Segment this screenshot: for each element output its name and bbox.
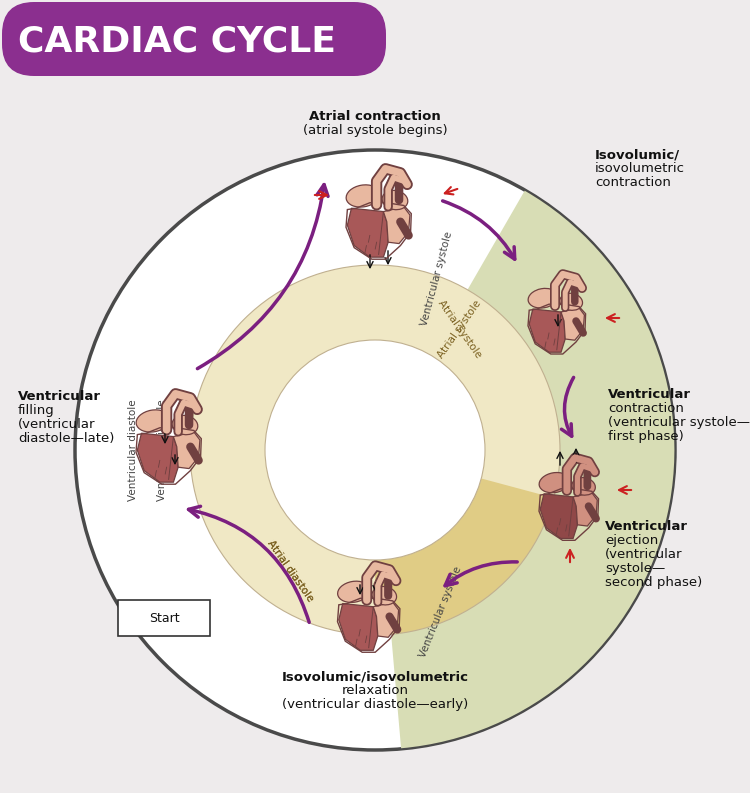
Text: systole—: systole— xyxy=(605,562,665,575)
Polygon shape xyxy=(383,207,410,243)
Text: Ventricular diastole: Ventricular diastole xyxy=(128,399,137,501)
Ellipse shape xyxy=(539,473,570,492)
Text: relaxation: relaxation xyxy=(341,684,409,697)
Text: Ventricular: Ventricular xyxy=(605,520,688,533)
Text: Ventricular diastole: Ventricular diastole xyxy=(157,399,166,501)
Text: first phase): first phase) xyxy=(608,430,684,443)
FancyBboxPatch shape xyxy=(118,600,210,636)
Text: isovolumetric: isovolumetric xyxy=(595,162,685,175)
Wedge shape xyxy=(375,478,554,635)
Text: Start: Start xyxy=(148,611,179,625)
FancyBboxPatch shape xyxy=(2,2,386,76)
Text: (atrial systole begins): (atrial systole begins) xyxy=(303,124,447,137)
Polygon shape xyxy=(540,494,578,538)
Circle shape xyxy=(265,340,485,560)
Polygon shape xyxy=(530,309,566,352)
Ellipse shape xyxy=(136,410,170,432)
Text: filling: filling xyxy=(18,404,55,417)
Polygon shape xyxy=(173,432,200,469)
Text: second phase): second phase) xyxy=(605,576,702,589)
Wedge shape xyxy=(375,190,674,749)
Polygon shape xyxy=(561,308,584,340)
Circle shape xyxy=(75,150,675,750)
Circle shape xyxy=(190,265,560,635)
Text: Atrial diastole: Atrial diastole xyxy=(266,538,315,603)
Text: contraction: contraction xyxy=(595,176,670,189)
Polygon shape xyxy=(347,209,388,257)
Text: CARDIAC CYCLE: CARDIAC CYCLE xyxy=(18,25,336,59)
Polygon shape xyxy=(374,602,398,638)
Ellipse shape xyxy=(172,416,198,435)
Text: Atrial contraction: Atrial contraction xyxy=(309,110,441,123)
Ellipse shape xyxy=(560,293,583,310)
Text: contraction: contraction xyxy=(608,402,684,415)
Polygon shape xyxy=(137,433,178,482)
Ellipse shape xyxy=(528,289,558,308)
Text: (ventricular: (ventricular xyxy=(18,418,95,431)
Text: ejection: ejection xyxy=(605,534,658,547)
Text: Atrial systole: Atrial systole xyxy=(436,298,483,360)
Text: Atrial diastole: Atrial diastole xyxy=(266,538,315,603)
Ellipse shape xyxy=(572,477,596,495)
Text: Isovolumic/: Isovolumic/ xyxy=(595,148,680,161)
Text: (ventricular diastole—early): (ventricular diastole—early) xyxy=(282,698,468,711)
Text: Isovolumic/isovolumetric: Isovolumic/isovolumetric xyxy=(281,670,469,683)
Ellipse shape xyxy=(346,185,380,207)
Ellipse shape xyxy=(372,587,397,605)
Text: (ventricular systole—: (ventricular systole— xyxy=(608,416,750,429)
Text: (ventricular: (ventricular xyxy=(605,548,682,561)
Polygon shape xyxy=(339,603,378,650)
Ellipse shape xyxy=(382,190,408,209)
Text: Ventricular systole: Ventricular systole xyxy=(420,231,454,328)
Ellipse shape xyxy=(338,581,370,603)
Text: Atrial systole: Atrial systole xyxy=(436,298,483,360)
Text: Ventricular: Ventricular xyxy=(18,390,101,403)
Text: Ventricular systole: Ventricular systole xyxy=(418,565,464,659)
Text: diastole—late): diastole—late) xyxy=(18,432,114,445)
Text: Ventricular: Ventricular xyxy=(608,388,691,401)
Polygon shape xyxy=(573,492,597,526)
